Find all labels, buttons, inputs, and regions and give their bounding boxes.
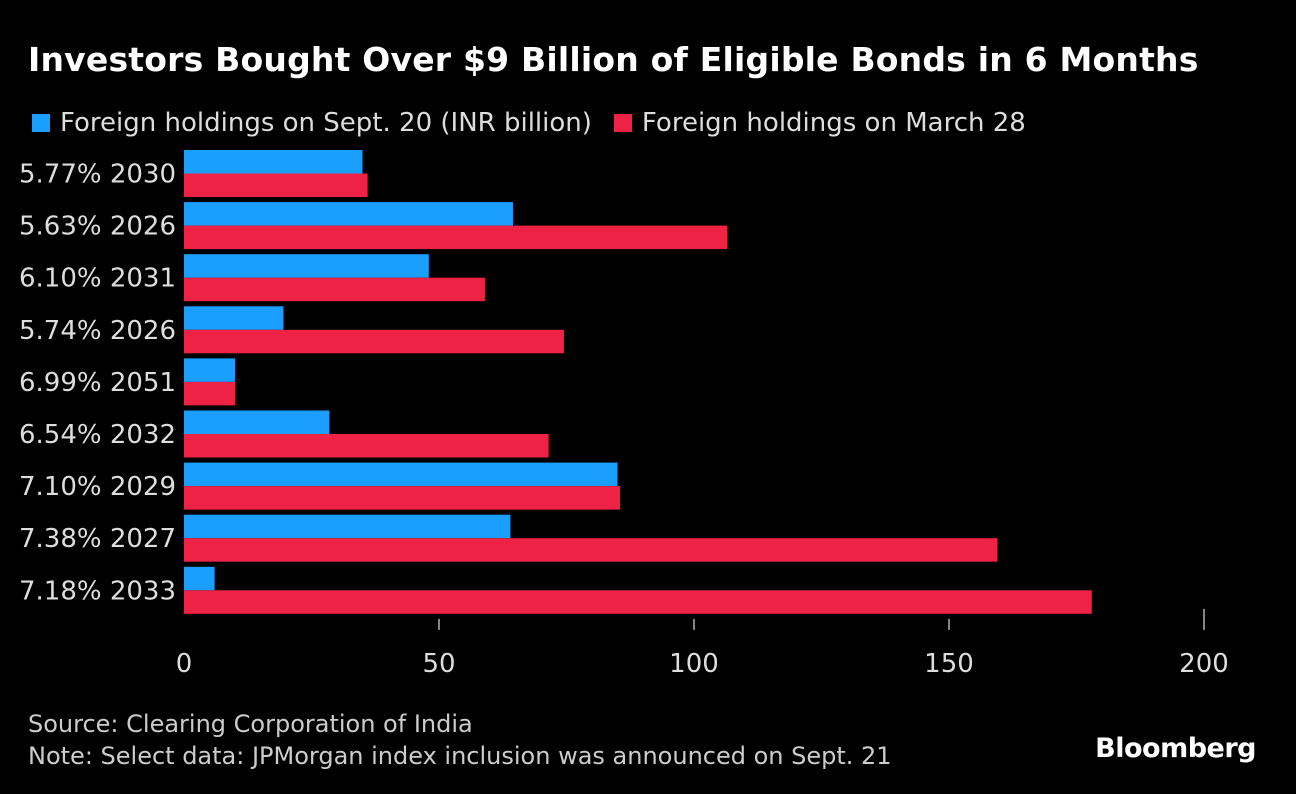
x-tick-label: 200 (1179, 649, 1229, 679)
bloomberg-logo: Bloomberg (1095, 733, 1256, 764)
legend-swatch-march (613, 114, 632, 132)
bar-march (184, 590, 1092, 614)
bar-sept (184, 202, 513, 226)
bar-march (184, 329, 564, 354)
legend: Foreign holdings on Sept. 20 (INR billio… (32, 108, 1026, 138)
bar-sept (184, 358, 235, 382)
note-text: Note: Select data: JPMorgan index inclus… (28, 742, 892, 770)
x-tick-label: 0 (176, 649, 193, 679)
x-tick-label: 50 (422, 649, 455, 679)
legend-item-sept: Foreign holdings on Sept. 20 (INR billio… (32, 108, 592, 138)
legend-label-march: Foreign holdings on March 28 (641, 108, 1026, 138)
bar-sept (184, 306, 284, 330)
legend-swatch-sept (32, 114, 50, 132)
bar-sept (184, 462, 618, 487)
bar-march (184, 277, 485, 302)
bar-sept (184, 150, 363, 174)
source-text: Source: Clearing Corporation of India (28, 710, 473, 738)
x-tick-label: 150 (924, 649, 974, 679)
category-label: 7.10% 2029 (19, 472, 176, 502)
bar-march (184, 434, 549, 458)
category-label: 7.38% 2027 (19, 524, 176, 554)
category-label: 5.77% 2030 (19, 160, 176, 190)
chart-title: Investors Bought Over $9 Billion of Elig… (28, 40, 1199, 79)
bar-sept (184, 566, 215, 591)
bar-march (184, 173, 368, 197)
bar-sept (184, 514, 511, 539)
x-tick-label: 100 (669, 649, 719, 679)
category-label: 6.99% 2051 (19, 368, 176, 398)
legend-item-march: Foreign holdings on March 28 (613, 108, 1026, 138)
category-label: 7.18% 2033 (19, 576, 176, 606)
category-label: 6.54% 2032 (19, 420, 176, 450)
bar-march (184, 538, 998, 562)
bar-march (184, 225, 728, 250)
category-label: 6.10% 2031 (19, 264, 176, 294)
bar-march (184, 486, 621, 510)
bar-sept (184, 410, 330, 434)
category-label: 5.74% 2026 (19, 316, 176, 346)
footer-notes: Source: Clearing Corporation of India No… (28, 708, 892, 772)
bar-sept (184, 254, 429, 278)
category-label: 5.63% 2026 (19, 212, 176, 242)
bar-march (184, 381, 235, 406)
legend-label-sept: Foreign holdings on Sept. 20 (INR billio… (60, 108, 592, 138)
